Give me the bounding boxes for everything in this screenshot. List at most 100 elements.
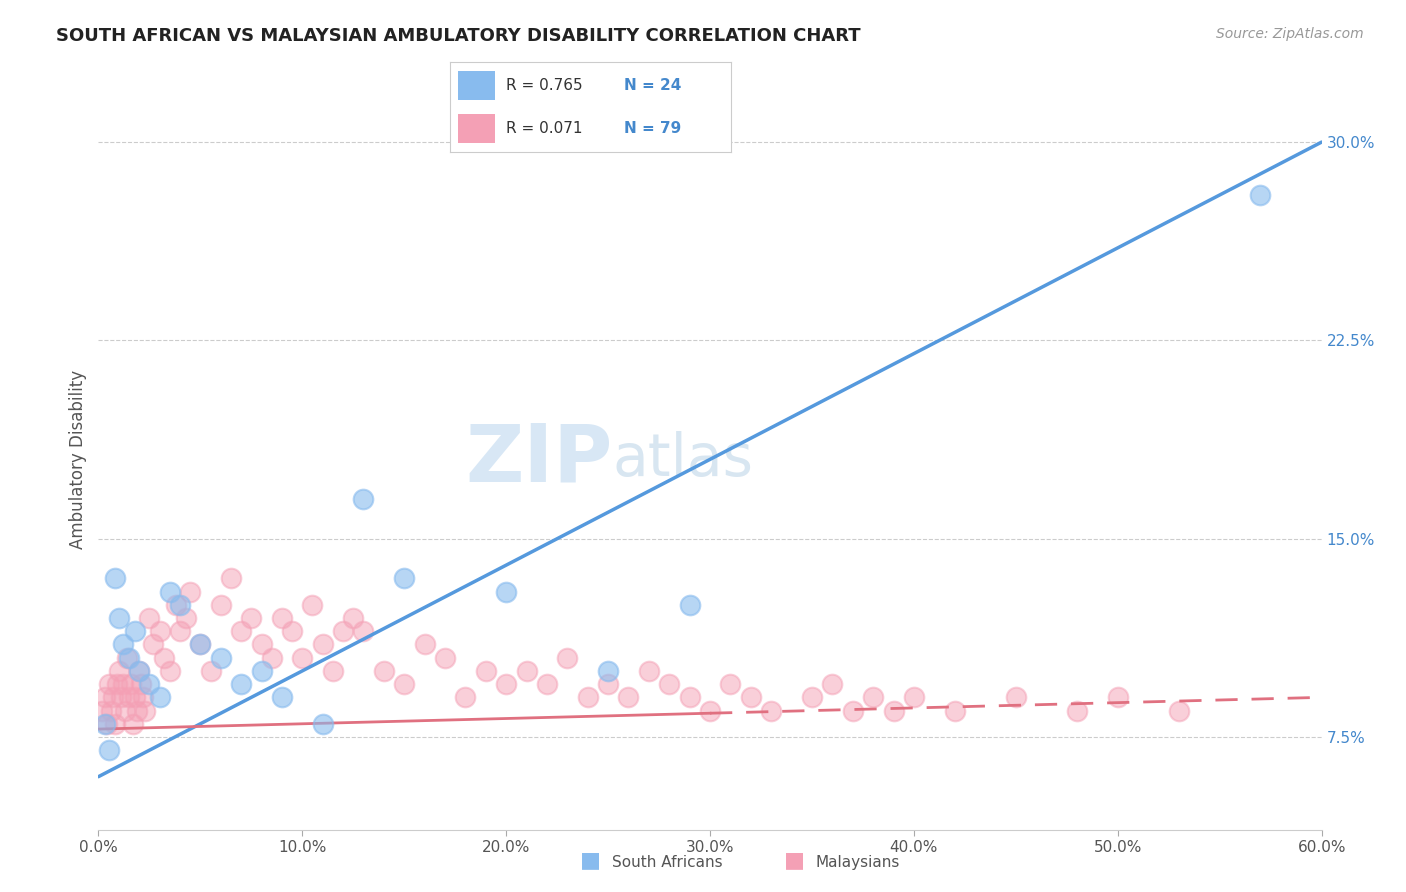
Point: [352, 624, 374, 639]
Point: [454, 690, 477, 705]
Point: [209, 650, 232, 665]
Point: [149, 690, 172, 705]
Point: [883, 704, 905, 718]
Point: [1249, 188, 1271, 202]
Point: [104, 571, 127, 585]
Point: [555, 650, 579, 665]
Point: [105, 677, 128, 691]
Point: [97, 743, 120, 757]
Point: [301, 598, 323, 612]
Point: [231, 624, 253, 639]
Point: [943, 704, 966, 718]
Point: [209, 598, 232, 612]
Point: [124, 624, 146, 639]
Point: [100, 704, 122, 718]
Point: [495, 584, 517, 599]
Point: [281, 624, 304, 639]
Point: [699, 704, 721, 718]
Point: [134, 704, 156, 718]
Text: N = 24: N = 24: [624, 78, 682, 93]
Text: N = 79: N = 79: [624, 121, 682, 136]
Point: [169, 598, 191, 612]
Point: [93, 716, 115, 731]
Point: [128, 664, 150, 678]
Point: [101, 690, 124, 705]
Point: [260, 650, 283, 665]
Point: [1004, 690, 1026, 705]
Point: [270, 690, 294, 705]
Point: [142, 637, 165, 651]
Point: [637, 664, 661, 678]
Point: [596, 664, 619, 678]
Point: [903, 690, 925, 705]
Text: South Africans: South Africans: [612, 855, 723, 870]
Point: [474, 664, 498, 678]
Point: [433, 650, 456, 665]
Point: [110, 690, 132, 705]
FancyBboxPatch shape: [458, 71, 495, 100]
Point: [152, 650, 174, 665]
Point: [270, 611, 294, 625]
Point: [159, 664, 181, 678]
Point: [108, 611, 131, 625]
Point: [118, 650, 141, 665]
Point: [179, 584, 201, 599]
Point: [322, 664, 344, 678]
Point: [240, 611, 263, 625]
Point: [159, 584, 181, 599]
Point: [115, 650, 138, 665]
Point: [1167, 704, 1189, 718]
Point: [127, 704, 149, 718]
Point: [108, 664, 131, 678]
Point: [536, 677, 558, 691]
Point: [596, 677, 619, 691]
Text: R = 0.071: R = 0.071: [506, 121, 582, 136]
Point: [93, 690, 115, 705]
Point: [312, 637, 335, 651]
Text: Source: ZipAtlas.com: Source: ZipAtlas.com: [1216, 27, 1364, 41]
Point: [188, 637, 212, 651]
Point: [219, 571, 242, 585]
Point: [801, 690, 824, 705]
Text: ■: ■: [581, 850, 600, 870]
Point: [188, 637, 212, 651]
Point: [342, 611, 364, 625]
Point: [250, 664, 273, 678]
Point: [516, 664, 538, 678]
Point: [373, 664, 395, 678]
Point: [679, 690, 702, 705]
Point: [118, 690, 141, 705]
Point: [91, 704, 114, 718]
Point: [1066, 704, 1088, 718]
Point: [821, 677, 844, 691]
Point: [128, 664, 150, 678]
Point: [1107, 690, 1129, 705]
Point: [352, 491, 374, 506]
Point: [122, 716, 145, 731]
Point: [120, 677, 142, 691]
Text: SOUTH AFRICAN VS MALAYSIAN AMBULATORY DISABILITY CORRELATION CHART: SOUTH AFRICAN VS MALAYSIAN AMBULATORY DI…: [56, 27, 860, 45]
Point: [111, 637, 134, 651]
Point: [862, 690, 884, 705]
Point: [169, 624, 191, 639]
Point: [740, 690, 762, 705]
Point: [114, 704, 136, 718]
Point: [658, 677, 681, 691]
Text: Malaysians: Malaysians: [815, 855, 900, 870]
Point: [759, 704, 782, 718]
Point: [617, 690, 640, 705]
Point: [132, 690, 155, 705]
Point: [174, 611, 197, 625]
Point: [332, 624, 354, 639]
Point: [392, 677, 416, 691]
Point: [138, 677, 160, 691]
Point: [200, 664, 222, 678]
Point: [312, 716, 335, 731]
Point: [138, 611, 160, 625]
Point: [250, 637, 273, 651]
Point: [413, 637, 436, 651]
Point: [495, 677, 517, 691]
Point: [392, 571, 416, 585]
Point: [576, 690, 599, 705]
Point: [97, 677, 120, 691]
